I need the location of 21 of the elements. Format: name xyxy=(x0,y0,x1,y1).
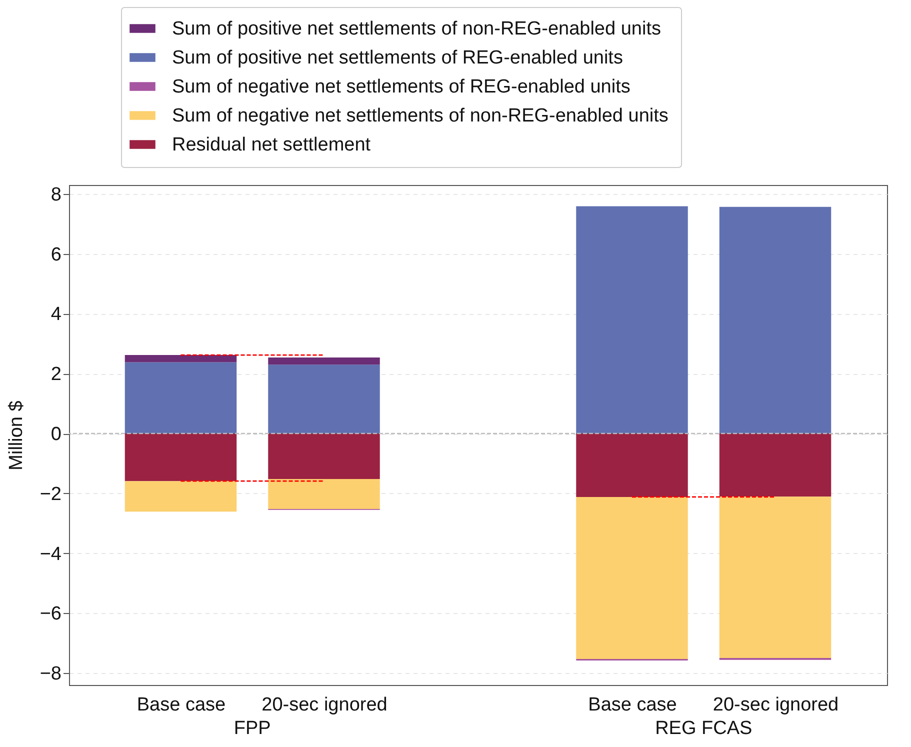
y-tick-label: 0 xyxy=(50,424,62,446)
x-tick-label: 20-sec ignored xyxy=(712,694,839,716)
legend-label: Sum of positive net settlements of non-REG-enabled units xyxy=(172,18,661,40)
y-tick-label: −2 xyxy=(40,484,62,505)
y-tick-label: 8 xyxy=(50,184,62,206)
y-tick-label: 4 xyxy=(50,304,62,326)
x-tick-label: Base case xyxy=(136,694,226,716)
text: REG FCAS xyxy=(655,718,752,739)
legend-label: Sum of negative net settlements of non-REG-enabled units xyxy=(172,106,668,126)
y-tick-label: 2 xyxy=(50,364,62,386)
legend-label: Residual net settlement xyxy=(172,134,372,156)
x-tick-label: 20-sec ignored xyxy=(262,694,388,716)
x-tick-label: Base case xyxy=(588,694,677,716)
legend-label: Sum of negative net settlements of REG-enabled units xyxy=(172,76,630,98)
y-axis-title: Million $ xyxy=(6,400,27,470)
text: FPP xyxy=(234,718,271,739)
y-tick-label: −6 xyxy=(40,604,62,625)
y-tick-label: −4 xyxy=(40,544,62,565)
y-tick-label: 6 xyxy=(50,244,62,266)
y-tick-label: −8 xyxy=(40,664,62,685)
legend-label: Sum of positive net settlements of REG-enabled units xyxy=(172,48,623,68)
